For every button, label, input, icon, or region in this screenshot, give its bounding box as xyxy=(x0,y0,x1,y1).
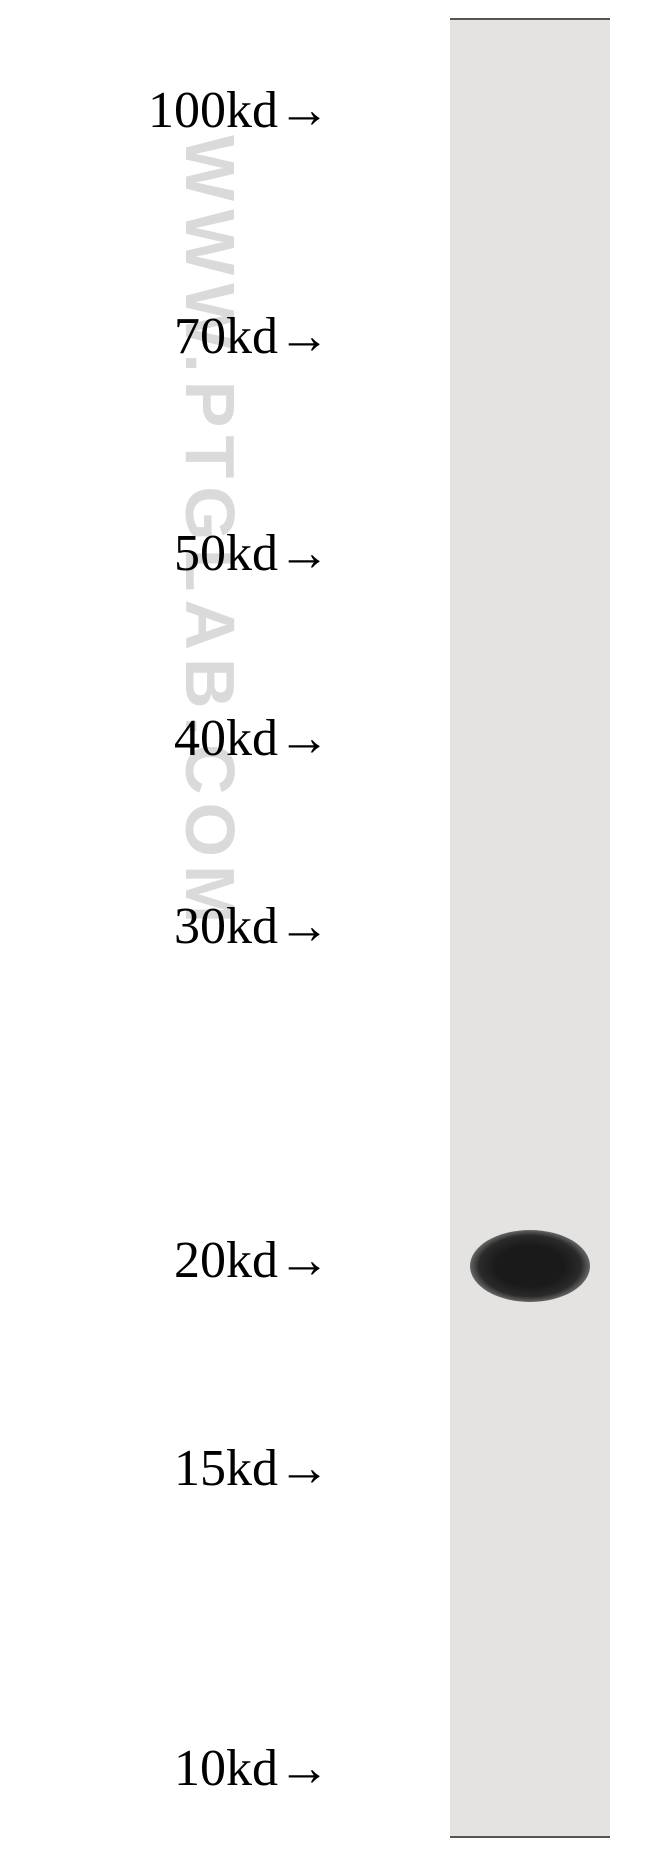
marker-label-3: 40kd→ xyxy=(174,709,330,768)
gel-lane xyxy=(450,18,610,1838)
marker-label-7: 10kd→ xyxy=(174,1739,330,1798)
marker-label-4: 30kd→ xyxy=(174,897,330,956)
protein-band xyxy=(470,1230,590,1302)
marker-label-5: 20kd→ xyxy=(174,1231,330,1290)
marker-label-0: 100kd→ xyxy=(148,81,330,140)
marker-label-6: 15kd→ xyxy=(174,1439,330,1498)
marker-label-1: 70kd→ xyxy=(174,307,330,366)
marker-label-2: 50kd→ xyxy=(174,524,330,583)
blot-container: WWW.PTGLAB.COM 100kd→70kd→50kd→40kd→30kd… xyxy=(0,0,650,1855)
